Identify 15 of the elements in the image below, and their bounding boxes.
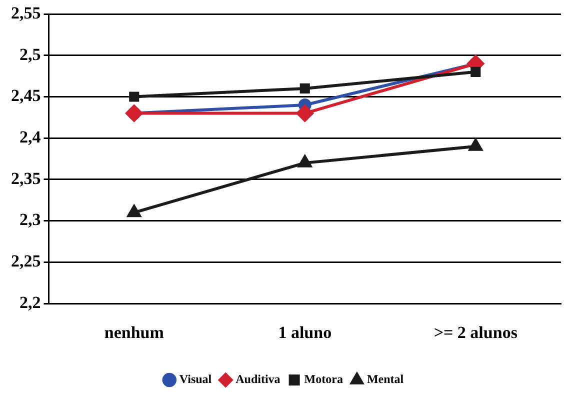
y-tick-label: 2,55 (11, 3, 41, 22)
y-tick-label: 2,4 (20, 128, 42, 147)
x-tick-label: >= 2 alunos (434, 323, 518, 342)
y-tick-label: 2,35 (11, 168, 41, 188)
x-tick-label: nenhum (104, 323, 164, 342)
y-tick-label: 2,45 (11, 86, 41, 106)
y-tick-label: 2,2 (20, 292, 41, 312)
legend-label: Mental (366, 372, 404, 386)
legend-label: Visual (179, 372, 212, 386)
y-tick-label: 2,25 (11, 252, 41, 271)
x-tick-label: 1 aluno (278, 323, 332, 342)
y-tick-label: 2,3 (20, 210, 41, 230)
legend-label: Motora (304, 372, 343, 386)
y-tick-label: 2,5 (20, 44, 41, 64)
legend-label: Auditiva (236, 372, 280, 386)
